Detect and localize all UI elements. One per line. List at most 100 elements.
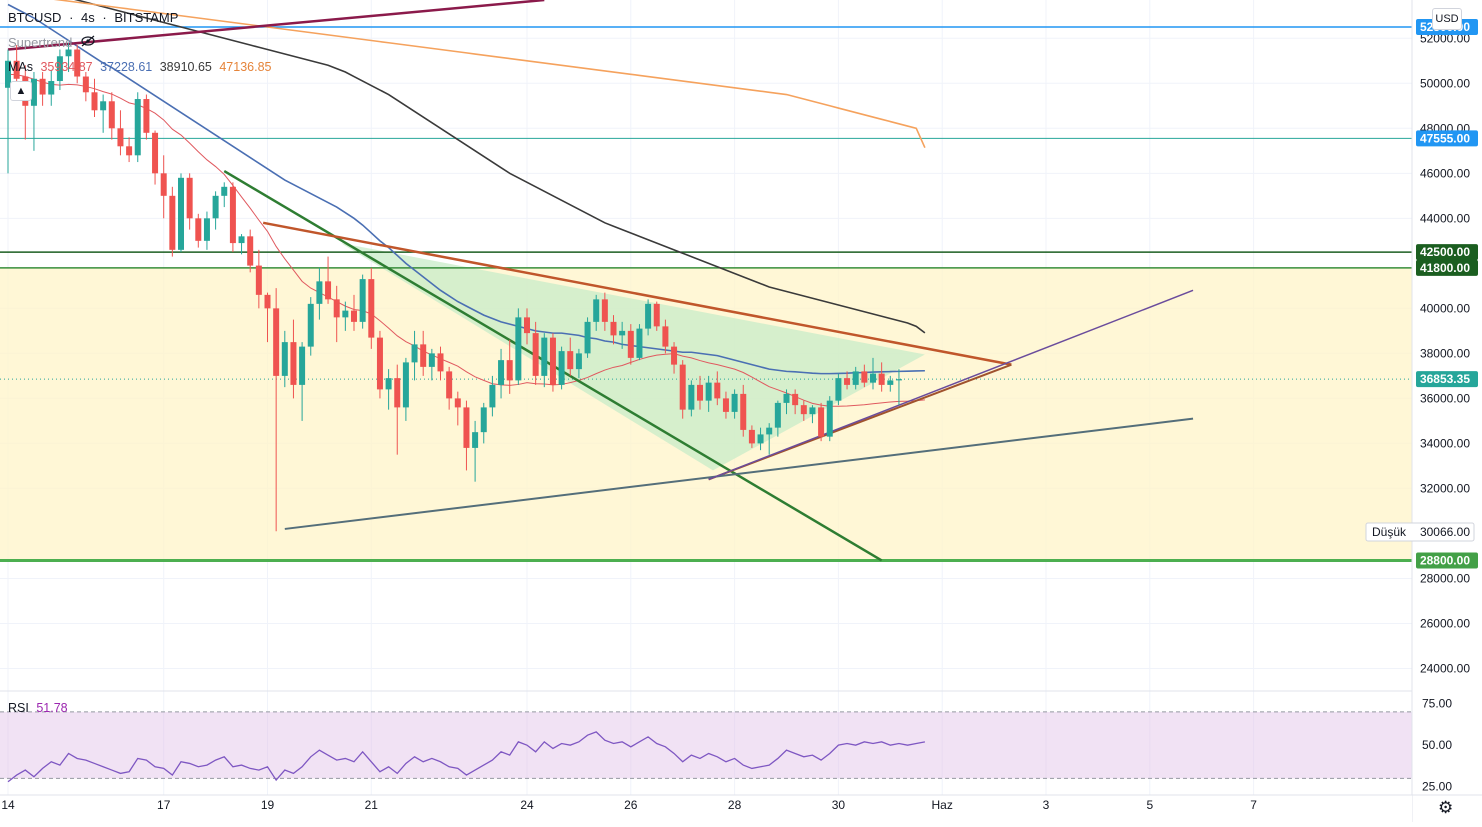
supertrend-label: Supertrend — [8, 35, 73, 50]
candle-body — [627, 330, 634, 358]
candle — [437, 346, 444, 381]
candle-body — [489, 384, 496, 408]
candle — [697, 375, 703, 410]
candle-body — [558, 351, 565, 385]
candle-body — [895, 379, 902, 381]
candle — [593, 294, 600, 331]
price-label-bg — [1416, 371, 1478, 388]
price-label-badge: 42500.00 — [1416, 244, 1478, 261]
candle-body — [359, 279, 366, 322]
candle — [679, 360, 686, 419]
candle-body — [575, 353, 582, 370]
price-tick-label: 44000.00 — [1420, 211, 1470, 225]
time-tick-label: 26 — [624, 798, 638, 812]
candle-body — [39, 78, 46, 95]
ma-value-3: 38910.65 — [159, 60, 212, 74]
candle-body — [13, 60, 20, 79]
candle-body — [290, 342, 297, 385]
candle — [74, 45, 81, 84]
candle-body — [376, 337, 383, 390]
candle — [325, 256, 332, 304]
candle — [489, 375, 496, 417]
candle — [126, 137, 133, 163]
candle-body — [402, 362, 409, 408]
candle-body — [619, 330, 626, 336]
candle — [117, 110, 124, 156]
price-label-bg — [1416, 244, 1478, 261]
candle-body — [861, 371, 868, 383]
candle — [307, 297, 314, 356]
candle — [299, 342, 306, 421]
candle — [385, 369, 392, 410]
candle-body — [835, 378, 842, 401]
supertrend-legend[interactable]: Supertrend — [8, 35, 100, 50]
candle — [722, 391, 729, 419]
price-label-text: 41800.00 — [1420, 261, 1470, 275]
candle-body — [740, 393, 747, 430]
time-tick-label: Haz — [932, 798, 953, 812]
candle — [39, 72, 46, 106]
candle — [454, 391, 461, 426]
candle — [186, 173, 193, 230]
candle — [800, 400, 807, 421]
candle-body — [697, 384, 703, 401]
moving-average-line — [7, 73, 925, 407]
candle-body — [748, 429, 755, 444]
candle — [221, 182, 228, 208]
candle-body — [722, 398, 729, 412]
time-tick-label: 19 — [261, 798, 275, 812]
candle — [65, 42, 72, 73]
candle — [532, 321, 539, 385]
candle — [108, 92, 115, 140]
candle — [100, 94, 107, 133]
candle-body — [221, 186, 228, 196]
candle-body — [645, 303, 652, 329]
candle — [783, 389, 790, 415]
chevron-up-icon[interactable]: ▲ — [10, 81, 32, 101]
candle — [567, 337, 574, 376]
rsi-line — [7, 731, 926, 783]
candle-body — [160, 173, 167, 196]
candle-body — [100, 101, 107, 111]
currency-button[interactable]: USD — [1432, 8, 1462, 30]
time-tick-label: 14 — [1, 798, 15, 812]
candle-body — [264, 294, 271, 309]
candle-body — [852, 371, 859, 385]
rsi-legend[interactable]: RSI 51.78 — [8, 701, 72, 715]
candle-body — [688, 384, 695, 410]
ma-legend[interactable]: MAs 35934.87 37228.61 38910.65 47136.85 — [8, 60, 276, 74]
eye-off-icon[interactable] — [80, 35, 96, 50]
candle — [792, 389, 799, 415]
trend-line — [284, 417, 1194, 530]
candle-body — [126, 146, 133, 156]
candle-body — [792, 393, 799, 406]
candle — [662, 319, 669, 354]
candle-body — [498, 360, 505, 385]
candle — [636, 324, 643, 361]
candle-body — [774, 402, 781, 428]
trend-line — [708, 289, 1194, 481]
candle-body — [316, 281, 323, 304]
ma-value-4: 47136.85 — [219, 60, 272, 74]
candle-body — [65, 49, 72, 57]
candle-body — [247, 236, 254, 266]
candle-body — [549, 337, 556, 385]
candle-body — [757, 434, 764, 444]
interval-label[interactable]: 4s — [81, 10, 95, 25]
candle-body — [826, 400, 833, 437]
candle — [273, 288, 280, 532]
candle-body — [541, 337, 548, 376]
candle — [160, 155, 167, 219]
candle — [506, 339, 513, 394]
low-label-box — [1365, 522, 1475, 542]
price-label-badge: 47555.00 — [1416, 130, 1478, 147]
trend-line — [262, 221, 1012, 366]
symbol-name[interactable]: BTCUSD — [8, 10, 62, 25]
moving-average-line — [7, 3, 925, 375]
gear-icon[interactable]: ⚙ — [1438, 798, 1454, 817]
candle-body — [74, 49, 81, 77]
candle-body — [195, 218, 202, 241]
candle — [645, 299, 652, 336]
